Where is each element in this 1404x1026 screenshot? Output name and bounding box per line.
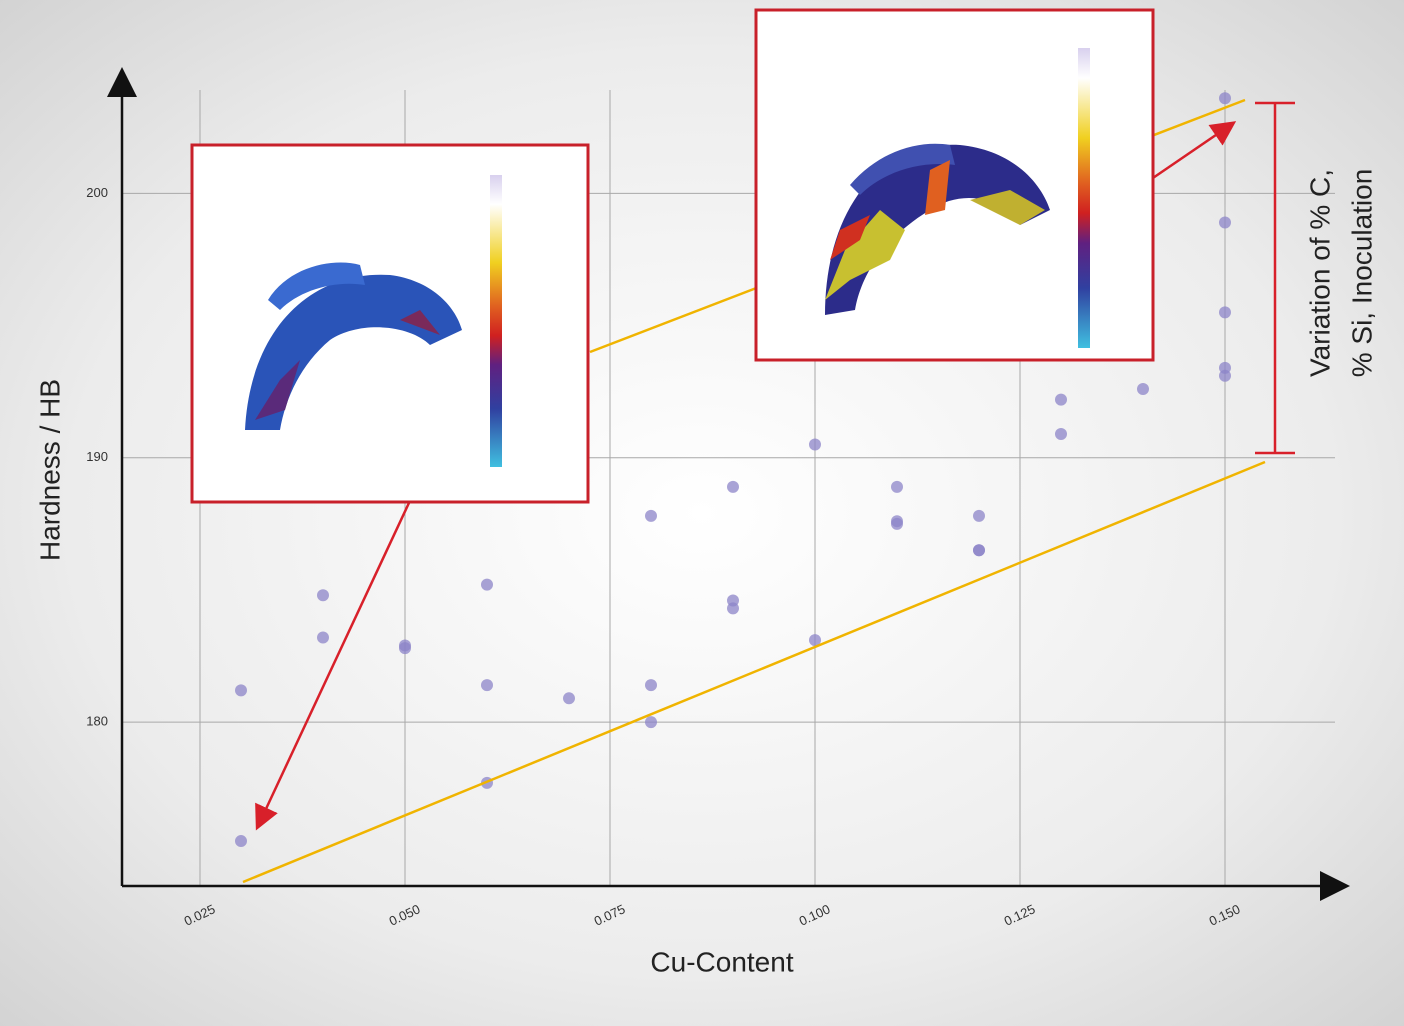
point xyxy=(1219,370,1231,382)
y-tick-label: 180 xyxy=(86,714,108,729)
annotation: Variation of % C, xyxy=(1304,169,1335,377)
point xyxy=(727,602,739,614)
point xyxy=(1055,394,1067,406)
inset-high xyxy=(756,10,1153,360)
point xyxy=(1219,92,1231,104)
point xyxy=(973,510,985,522)
page: {"chart_data": {"type": "scatter", "x_la… xyxy=(0,0,1404,1026)
point xyxy=(235,835,247,847)
point xyxy=(235,684,247,696)
point xyxy=(645,679,657,691)
y-tick-label: 200 xyxy=(86,185,108,200)
point xyxy=(973,544,985,556)
point xyxy=(809,439,821,451)
point xyxy=(645,510,657,522)
annotation: % Si, Inoculation xyxy=(1346,169,1377,378)
point xyxy=(645,716,657,728)
point xyxy=(1055,428,1067,440)
point xyxy=(1219,216,1231,228)
point xyxy=(891,481,903,493)
inset-low xyxy=(192,145,588,502)
point xyxy=(317,632,329,644)
chart: 0.0250.0500.0750.1000.1250.150180190200 … xyxy=(0,0,1404,1026)
point xyxy=(1137,383,1149,395)
point xyxy=(399,642,411,654)
point xyxy=(481,679,493,691)
point xyxy=(1219,306,1231,318)
point xyxy=(891,518,903,530)
point xyxy=(481,579,493,591)
x-axis-label: Cu-Content xyxy=(650,946,793,977)
y-axis-label: Hardness / HB xyxy=(34,379,65,561)
point xyxy=(317,589,329,601)
point xyxy=(563,692,575,704)
point xyxy=(727,481,739,493)
y-tick-label: 190 xyxy=(86,449,108,464)
